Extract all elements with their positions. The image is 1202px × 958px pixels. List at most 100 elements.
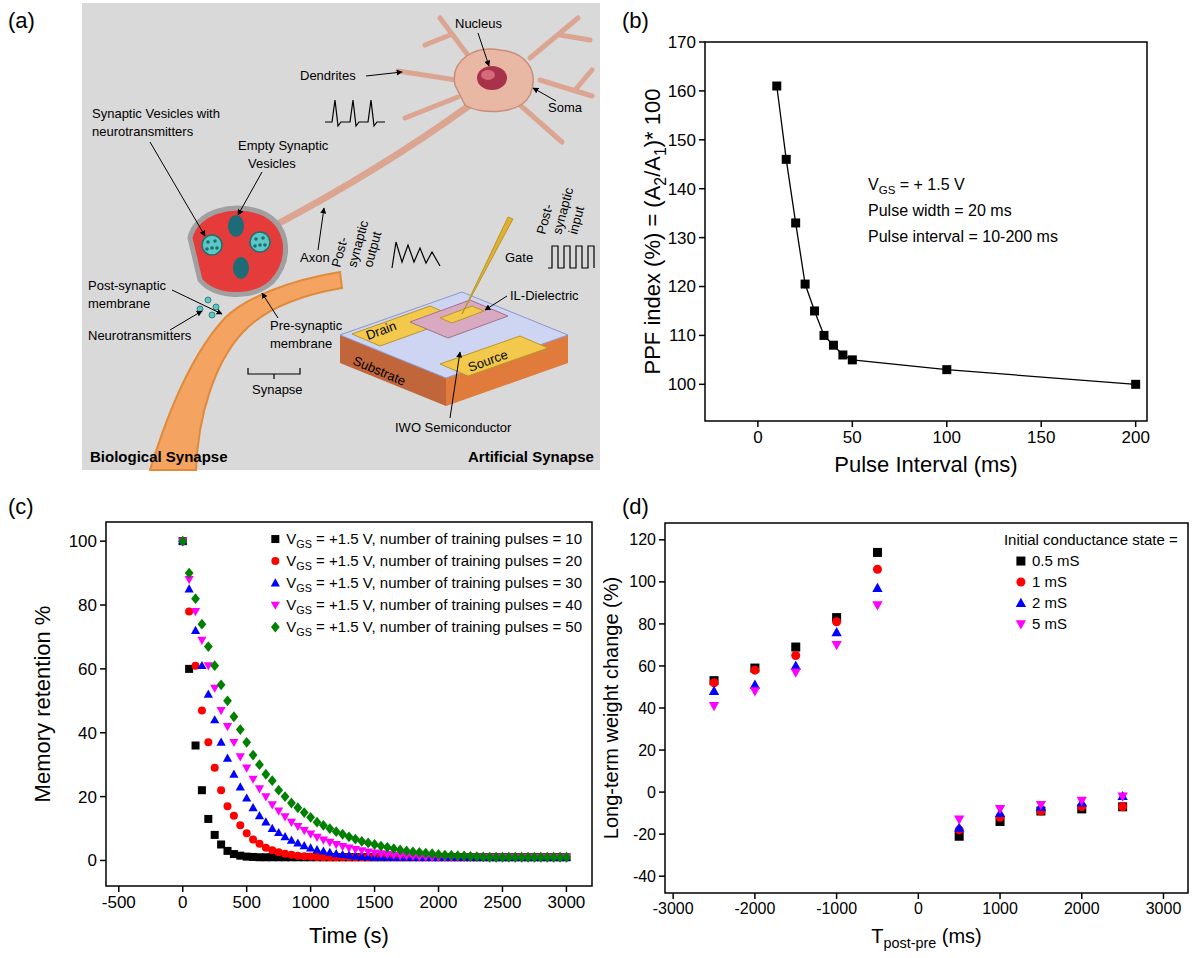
diagram-label: Vesicles	[248, 156, 296, 171]
text-part: 0.5 mS	[1032, 552, 1080, 569]
legend-title: Initial conductance state =	[1004, 531, 1178, 548]
y-tick	[100, 540, 106, 542]
synapse-bracket	[248, 368, 300, 379]
y-tick-label: 110	[669, 326, 696, 345]
data-point	[198, 619, 207, 630]
y-tick-label: 0	[88, 851, 97, 870]
data-point	[838, 350, 847, 359]
x-tick	[1040, 421, 1042, 427]
data-point	[810, 306, 819, 315]
data-point	[873, 548, 882, 557]
legend-marker	[1016, 578, 1025, 587]
y-tick-label: 60	[638, 658, 656, 675]
data-point	[197, 661, 206, 669]
neurotransmitter	[197, 306, 203, 312]
chart: -3000-2000-10000100020003000-40-20020406…	[600, 523, 1188, 951]
leader-arrow	[366, 72, 402, 76]
y-tick-label: 140	[668, 180, 696, 199]
x-tick-label: 200	[1121, 428, 1149, 447]
legend-marker	[271, 535, 279, 543]
x-tick-label: 2500	[484, 893, 522, 912]
source-electrode	[440, 336, 548, 376]
data-point	[370, 839, 379, 850]
neurotransmitter	[205, 297, 211, 303]
data-point	[191, 626, 200, 634]
x-tick-label: 0	[753, 428, 762, 447]
gate-pin	[462, 217, 513, 314]
y-tick	[659, 833, 665, 835]
x-tick-label: 3000	[1146, 900, 1182, 917]
diagram-label: membrane	[88, 296, 150, 311]
neurotransmitter	[209, 312, 215, 318]
diagram-label: neurotransmitters	[92, 124, 194, 139]
y-tick	[699, 286, 705, 288]
x-tick-label: 0	[178, 893, 187, 912]
y-tick	[699, 384, 705, 386]
legend-marker	[1016, 598, 1026, 607]
data-point	[1131, 380, 1140, 389]
data-point	[709, 686, 719, 695]
y-tick	[100, 668, 106, 670]
plot-data	[709, 548, 1128, 841]
data-point	[255, 785, 264, 793]
text-part: Time (s)	[309, 923, 389, 948]
data-point	[223, 723, 232, 731]
data-point	[224, 802, 232, 810]
text-part: V	[286, 552, 296, 569]
data-point	[229, 769, 238, 777]
vesicle-content	[213, 239, 217, 243]
data-point	[211, 764, 219, 772]
text-part: 2 mS	[1032, 594, 1067, 611]
text-part: )* 100	[640, 88, 665, 147]
data-point	[236, 821, 244, 829]
text-part: = +1.5 V, number of training pulses = 40	[312, 596, 582, 613]
data-point	[204, 641, 213, 652]
plot-frame	[106, 522, 592, 886]
y-tick	[659, 623, 665, 625]
text-part: V	[286, 596, 296, 613]
presynaptic-terminal	[190, 208, 286, 294]
diagram-label: Source	[466, 347, 510, 375]
y-tick-label: 40	[78, 724, 97, 743]
x-tick-label: 2000	[420, 893, 458, 912]
diagram-label: Drain	[364, 318, 398, 343]
diagram-label: Gate	[505, 250, 533, 265]
data-point	[230, 812, 238, 820]
diagram-label: Artificial Synapse	[468, 448, 594, 465]
legend-label: 2 mS	[1032, 594, 1067, 611]
data-point	[191, 608, 200, 616]
data-point	[204, 690, 213, 698]
data-point	[249, 750, 258, 761]
y-axis-title: PPF index (%) = (A2/A1)* 100	[640, 88, 669, 374]
data-point	[242, 737, 251, 748]
y-tick-label: 120	[629, 531, 656, 548]
diagram-label: output	[360, 230, 384, 269]
axon	[270, 105, 470, 228]
data-point	[280, 832, 289, 840]
y-tick	[100, 860, 106, 862]
x-tick-label: 500	[232, 893, 260, 912]
data-point	[274, 785, 283, 796]
legend-marker	[271, 622, 280, 633]
legend-label: 1 mS	[1032, 573, 1067, 590]
data-point	[185, 584, 194, 592]
data-point	[709, 702, 719, 711]
data-point	[345, 831, 354, 842]
x-tick	[999, 893, 1001, 899]
leader-arrow	[150, 142, 205, 236]
legend-label: 5 mS	[1032, 615, 1067, 632]
x-tick-label: 0	[914, 900, 923, 917]
data-point	[750, 687, 760, 696]
leader-arrow	[485, 296, 507, 310]
y-tick-label: 100	[629, 573, 656, 590]
annotation: Pulse interval = 10-200 ms	[868, 228, 1058, 245]
text-part: T	[871, 925, 883, 947]
vesicle-content	[206, 240, 210, 244]
leader-arrow	[318, 208, 324, 250]
data-point	[750, 679, 760, 688]
data-point	[217, 786, 225, 794]
text-part: V	[868, 176, 879, 193]
data-point	[242, 764, 251, 772]
empty-vesicle	[233, 257, 249, 279]
data-point	[261, 769, 270, 780]
